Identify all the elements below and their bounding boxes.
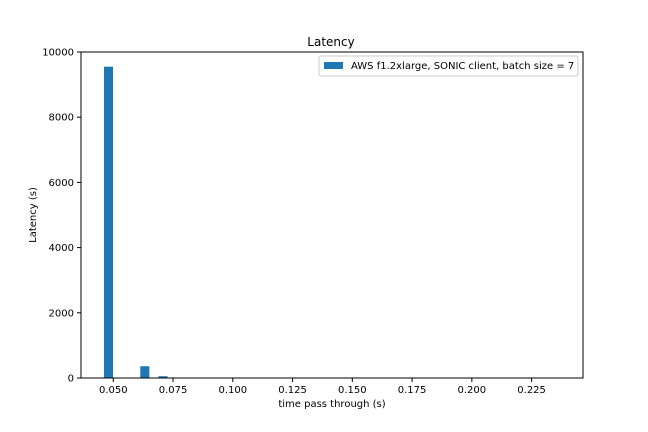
x-tick-label: 0.125: [278, 385, 307, 396]
x-tick-label: 0.075: [159, 385, 188, 396]
legend-swatch: [324, 62, 343, 69]
chart-title: Latency: [307, 35, 354, 49]
x-tick-label: 0.150: [338, 385, 367, 396]
histogram-bar-4: [140, 366, 150, 378]
y-axis-title: Latency (s): [28, 187, 39, 243]
legend-box: [318, 55, 579, 77]
legend-label: AWS f1.2xlarge, SONIC client, batch size…: [351, 61, 574, 72]
bars-group: [103, 66, 186, 379]
y-tick-label: 4000: [49, 243, 74, 254]
x-tick-label: 0.225: [517, 385, 546, 396]
histogram-bar-0: [103, 66, 114, 379]
x-tick-label: 0.050: [99, 385, 128, 396]
x-tick-label: 0.100: [218, 385, 247, 396]
y-tick-label: 6000: [49, 178, 74, 189]
x-tick-label: 0.175: [398, 385, 427, 396]
legend: AWS f1.2xlarge, SONIC client, batch size…: [318, 55, 579, 77]
x-axis-title: time pass through (s): [278, 399, 385, 410]
x-axis: 0.050 0.075 0.100 0.125 0.150 0.175 0.200 0.225: [99, 378, 546, 396]
histogram-bar-6: [158, 376, 168, 378]
plot-frame: [80, 51, 584, 379]
y-tick-label: 2000: [49, 308, 74, 319]
y-axis: 0 2000 4000 6000 8000 10000: [42, 48, 81, 385]
y-tick-label: 8000: [49, 113, 74, 124]
x-tick-label: 0.200: [458, 385, 487, 396]
y-tick-label: 10000: [42, 48, 74, 59]
y-tick-label: 0: [68, 374, 74, 385]
